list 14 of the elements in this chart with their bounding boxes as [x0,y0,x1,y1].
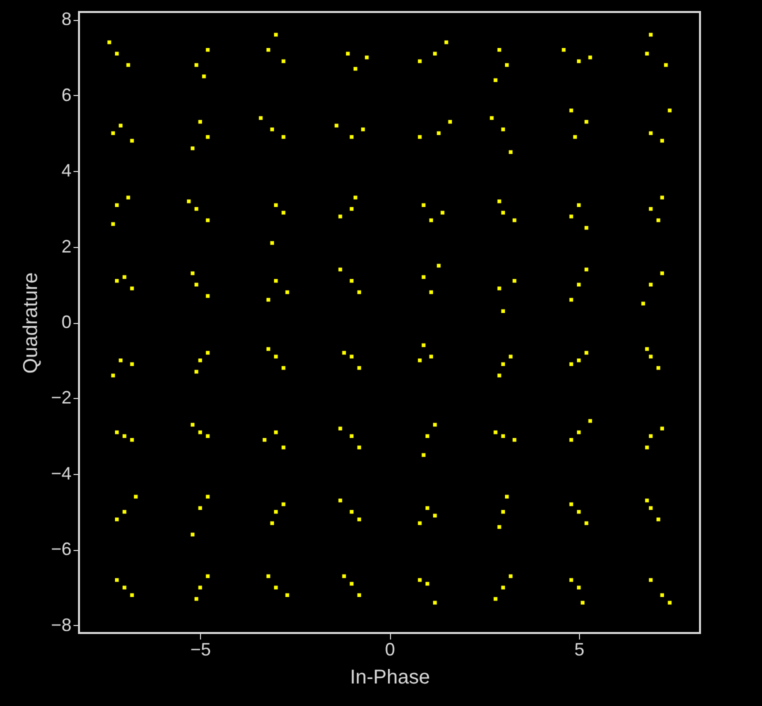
y-tick-label: 4 [61,160,72,181]
y-tick-label: −2 [50,388,72,408]
y-tick-label: −4 [50,463,72,484]
y-tick-label: 6 [61,84,72,105]
y-tick-label: 2 [61,236,72,256]
y-tick-label: −6 [50,539,72,560]
x-axis-title: In-Phase [350,666,430,688]
y-tick-label: 0 [61,312,72,332]
y-tick-label: 8 [61,9,72,30]
y-axis-title: Quadrature [20,272,42,374]
y-tick-label: −8 [50,614,72,635]
x-tick-label: −5 [190,640,211,660]
x-tick-label: 0 [384,640,396,660]
x-tick-label: 5 [574,640,584,660]
